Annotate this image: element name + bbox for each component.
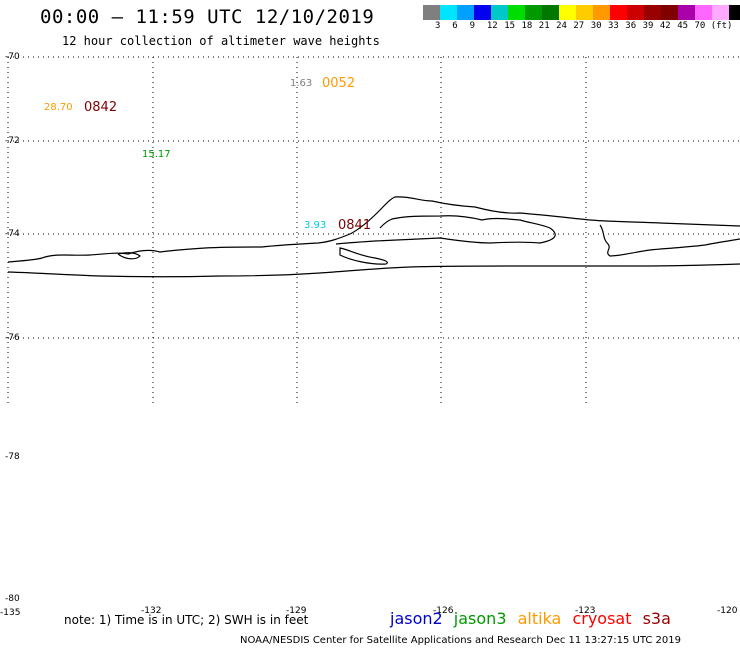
colorbar-label: 12 (486, 21, 498, 31)
coastline (7, 196, 740, 278)
colorbar-swatch (593, 5, 610, 20)
lon-label: -129 (286, 606, 307, 616)
lon-label: -126 (433, 606, 454, 616)
colorbar-swatch (457, 5, 474, 20)
colorbar-swatch (491, 5, 508, 20)
colorbar-label: 45 (677, 21, 689, 31)
swh-value-label: 3.93 (304, 220, 327, 231)
colorbar-swatch (610, 5, 627, 20)
colorbar-swatch (661, 5, 678, 20)
colorbar-label: 24 (556, 21, 567, 31)
lat-label: -74 (5, 229, 20, 239)
ice-shelf-front (7, 196, 740, 263)
colorbar-label: 30 (590, 21, 602, 31)
colorbar-label: 21 (538, 21, 550, 31)
pass-time-label: 0841 (338, 218, 372, 233)
swh-value-label: 1.63 (290, 78, 313, 89)
colorbar-swatch (678, 5, 695, 20)
lon-label: -135 (0, 608, 21, 618)
colorbar-label: 33 (608, 21, 619, 31)
colorbar-swatch (729, 5, 740, 20)
pass-time-label: 0052 (322, 76, 356, 91)
lat-label: -72 (5, 136, 20, 146)
lat-label: -76 (5, 333, 20, 343)
colorbar-label: 3 (435, 21, 441, 31)
lon-label: -120 (717, 606, 738, 616)
lon-label: -123 (575, 606, 596, 616)
swh-value-label: 28.70 (44, 102, 73, 113)
credit-line: NOAA/NESDIS Center for Satellite Applica… (240, 635, 682, 646)
colorbar-label: 36 (625, 21, 637, 31)
colorbar-swatch (712, 5, 729, 20)
colorbar-label: 18 (521, 21, 533, 31)
lon-label: -132 (141, 606, 162, 616)
colorbar-swatch (576, 5, 593, 20)
pass-time-label: 0842 (84, 100, 118, 115)
satellite-s3a: s3a (642, 609, 671, 628)
graticule (7, 56, 740, 405)
swh-value-label: 15.17 (142, 149, 171, 160)
colorbar-swatch (542, 5, 559, 20)
colorbar-swatch (644, 5, 661, 20)
colorbar-label: 42 (659, 21, 671, 31)
colorbar-label: 9 (469, 21, 476, 31)
colorbar-swatch (440, 5, 457, 20)
colorbar-labels: 3 6 9 12 15 18 21 24 27 30 33 36 39 42 45 70 (ft) (423, 21, 740, 33)
colorbar-swatch (474, 5, 491, 20)
colorbar-label: 39 (642, 21, 654, 31)
lat-label: -70 (5, 52, 20, 62)
satellite-jason2: jason2 (390, 609, 443, 628)
satellite-jason3: jason3 (453, 609, 507, 628)
page-title: 00:00 – 11:59 UTC 12/10/2019 (40, 6, 375, 28)
inner-shelf (335, 215, 556, 245)
colorbar-swatch (508, 5, 525, 20)
bump-left (117, 252, 141, 260)
colorbar-swatch (627, 5, 644, 20)
satellite-cryosat: cryosat (572, 609, 632, 628)
colorbar-label: 70 (ft) (694, 21, 733, 31)
colorbar-swatch (423, 5, 440, 20)
colorbar-swatch (695, 5, 712, 20)
colorbar (423, 5, 740, 20)
colorbar-label: 27 (573, 21, 585, 31)
lat-label: -80 (5, 594, 20, 604)
colorbar-label: 6 (452, 21, 458, 31)
small-island (339, 247, 388, 265)
inlet-right (599, 224, 740, 257)
colorbar-swatch (525, 5, 542, 20)
colorbar-swatch (559, 5, 576, 20)
lat-label: -78 (5, 452, 20, 462)
lower-coast (7, 263, 740, 278)
satellite-altika: altika (517, 609, 562, 628)
page-subtitle: 12 hour collection of altimeter wave hei… (62, 34, 380, 48)
footer-note: note: 1) Time is in UTC; 2) SWH is in fe… (64, 613, 309, 627)
satellite-legend: jason2 jason3 altika cryosat s3a (390, 609, 677, 628)
colorbar-label: 15 (504, 21, 516, 31)
